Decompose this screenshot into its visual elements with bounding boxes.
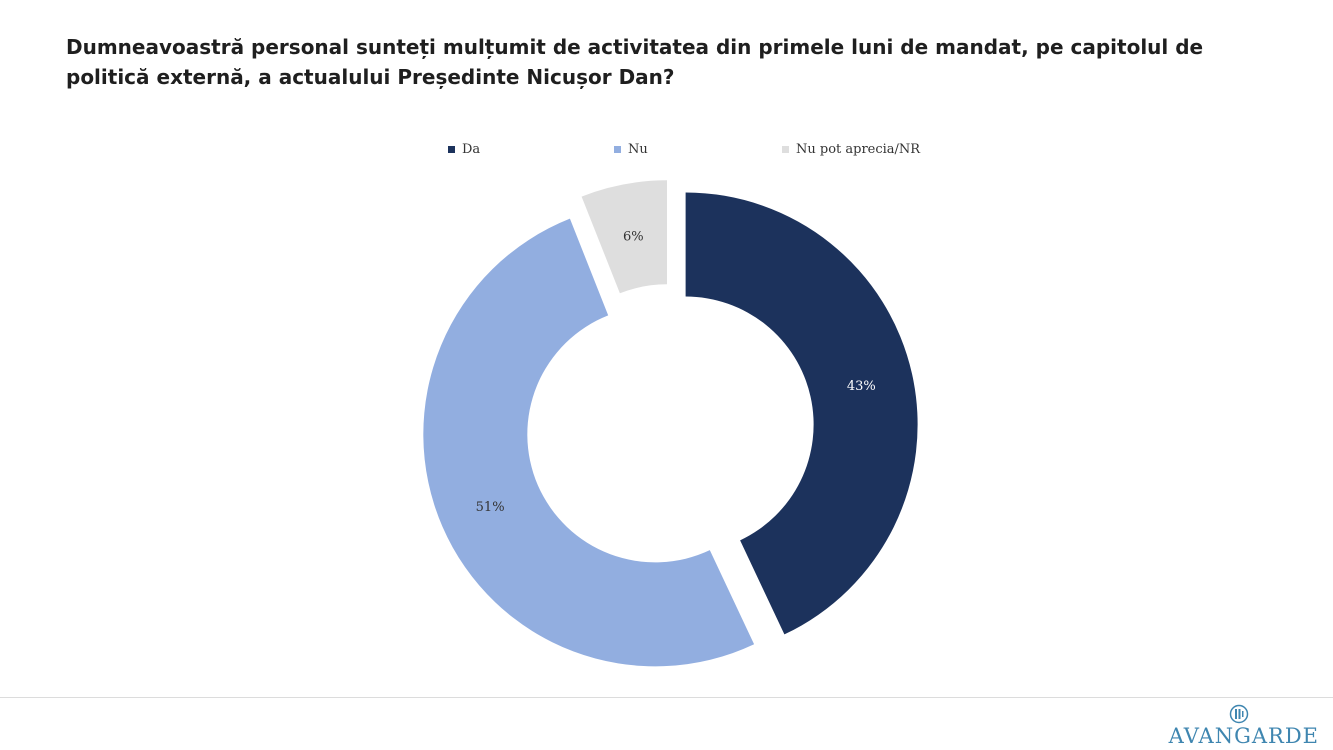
legend-label: Nu: [628, 142, 648, 157]
legend-item-nu: Nu: [614, 142, 648, 157]
data-label-nr: 6%: [623, 229, 644, 244]
logo-mark-icon: [1229, 704, 1249, 724]
slice-da: [685, 192, 918, 635]
legend-swatch: [782, 146, 789, 153]
legend: Da Nu Nu pot aprecia/NR: [0, 142, 1333, 162]
data-label-da: 43%: [847, 379, 876, 394]
slice-nu: [423, 218, 755, 667]
legend-swatch: [614, 146, 621, 153]
avangarde-logo: AVANGARDE: [1169, 704, 1319, 750]
footer-divider: [0, 697, 1333, 698]
legend-label: Da: [462, 142, 481, 157]
chart-title: Dumneavoastră personal sunteți mulțumit …: [66, 35, 1204, 89]
logo-text: AVANGARDE: [1168, 724, 1319, 748]
legend-swatch: [448, 146, 455, 153]
data-label-nu: 51%: [476, 500, 505, 515]
donut-chart: 43% 51% 6%: [423, 180, 918, 667]
legend-item-da: Da: [448, 142, 480, 157]
legend-item-nr: Nu pot aprecia/NR: [782, 142, 920, 157]
legend-label: Nu pot aprecia/NR: [796, 142, 921, 157]
slice-nr: [581, 180, 668, 294]
